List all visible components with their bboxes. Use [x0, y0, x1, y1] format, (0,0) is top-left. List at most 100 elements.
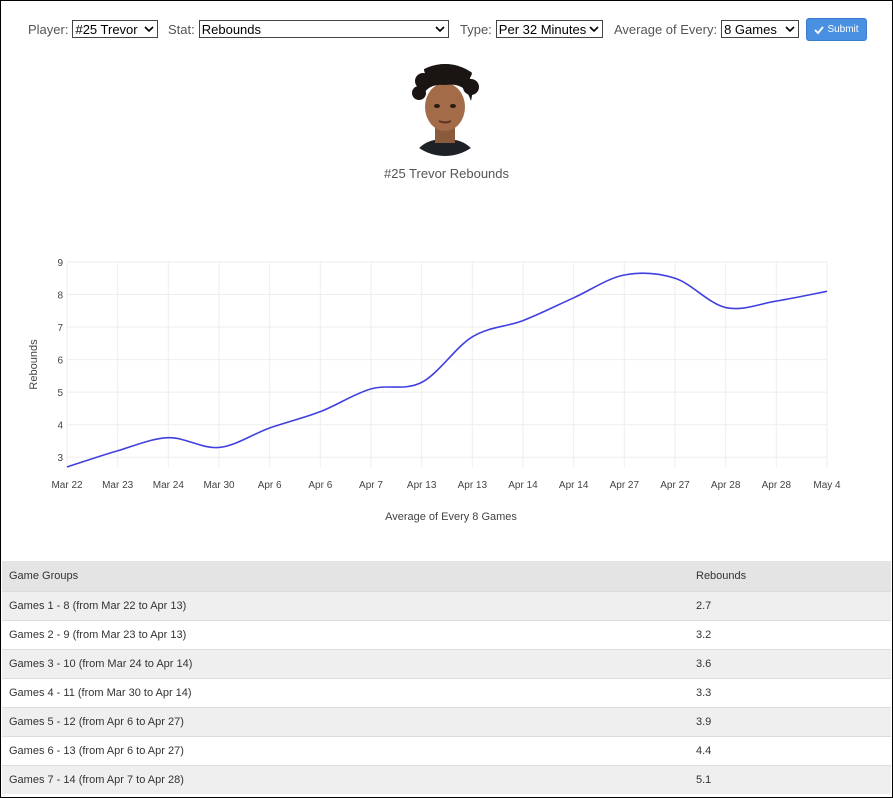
- y-tick-label: 3: [57, 453, 63, 464]
- data-point[interactable]: [826, 290, 829, 293]
- chevron-down-icon: [785, 26, 795, 33]
- game-groups-table: Game Groups Rebounds Games 1 - 8 (from M…: [2, 561, 891, 794]
- submit-label: Submit: [827, 24, 859, 35]
- chevron-down-icon: [435, 26, 445, 33]
- data-table-container: Game Groups Rebounds Games 1 - 8 (from M…: [2, 561, 891, 794]
- y-tick-label: 9: [57, 258, 63, 269]
- chart-container: 3 4 5 6 7 8 9 Mar 22 Mar 23 Mar 24 Mar 30 Apr 6 Apr…: [1, 241, 892, 541]
- data-point[interactable]: [522, 319, 525, 322]
- table-cell-group: Games 4 - 11 (from Mar 30 to Apr 14): [2, 677, 689, 707]
- stat-select-value: Rebounds: [201, 21, 262, 37]
- table-cell-group: Games 5 - 12 (from Apr 6 to Apr 27): [2, 706, 689, 736]
- type-select-value: Per 32 Minutes: [498, 21, 587, 37]
- x-tick-label: Apr 27: [610, 480, 640, 491]
- x-tick-label: Apr 13: [407, 480, 437, 491]
- player-select[interactable]: #25 Trevor: [72, 20, 159, 38]
- data-point[interactable]: [218, 446, 221, 449]
- stat-select[interactable]: Rebounds: [198, 20, 449, 38]
- table-cell-value: 3.9: [689, 706, 891, 736]
- data-point[interactable]: [66, 466, 69, 469]
- y-tick-label: 4: [57, 421, 63, 432]
- header-game-groups[interactable]: Game Groups: [2, 561, 689, 591]
- table-cell-group: Games 3 - 10 (from Mar 24 to Apr 14): [2, 648, 689, 678]
- x-tick-label: Apr 14: [559, 480, 589, 491]
- table-cell-value: 3.3: [689, 677, 891, 707]
- data-point[interactable]: [775, 300, 778, 303]
- x-tick-label: May 4: [813, 480, 841, 491]
- x-tick-label: Apr 28: [711, 480, 741, 491]
- table-row: Games 2 - 9 (from Mar 23 to Apr 13) 3.2: [2, 619, 891, 649]
- stat-control: Stat: Rebounds: [168, 18, 449, 40]
- type-select[interactable]: Per 32 Minutes: [495, 20, 603, 38]
- x-tick-label: Apr 6: [308, 480, 332, 491]
- data-point[interactable]: [420, 381, 423, 384]
- table-cell-group: Games 2 - 9 (from Mar 23 to Apr 13): [2, 619, 689, 649]
- data-point[interactable]: [572, 296, 575, 299]
- type-control: Type: Per 32 Minutes: [460, 18, 603, 40]
- table-row: Games 4 - 11 (from Mar 30 to Apr 14) 3.3: [2, 677, 891, 707]
- table-row: Games 3 - 10 (from Mar 24 to Apr 14) 3.6: [2, 648, 891, 678]
- data-point[interactable]: [370, 387, 373, 390]
- average-label: Average of Every:: [614, 21, 718, 37]
- chart-grid: [66, 261, 828, 467]
- data-point[interactable]: [167, 436, 170, 439]
- controls-bar: Player: #25 Trevor Stat: Rebounds Type: …: [1, 18, 892, 42]
- chevron-down-icon: [144, 26, 155, 33]
- table-cell-group: Games 6 - 13 (from Apr 6 to Apr 27): [2, 735, 689, 765]
- x-tick-label: Mar 23: [102, 480, 134, 491]
- table-cell-value: 5.1: [689, 764, 891, 794]
- data-point[interactable]: [268, 426, 271, 429]
- table-cell-value: 2.7: [689, 590, 891, 620]
- data-point[interactable]: [319, 410, 322, 413]
- series-line: [66, 272, 828, 468]
- x-axis-label: Average of Every 8 Games: [385, 511, 517, 523]
- table-row: Games 7 - 14 (from Apr 7 to Apr 28) 5.1: [2, 764, 891, 794]
- x-tick-label: Mar 30: [203, 480, 235, 491]
- header-rebounds[interactable]: Rebounds: [689, 561, 891, 591]
- x-axis-ticks: Mar 22 Mar 23 Mar 24 Mar 30 Apr 6 Apr 6 Apr 7 A…: [51, 480, 841, 491]
- data-point[interactable]: [674, 277, 677, 280]
- player-control: Player: #25 Trevor: [28, 18, 159, 40]
- submit-button[interactable]: Submit: [806, 18, 867, 41]
- x-tick-label: Apr 27: [660, 480, 690, 491]
- x-tick-label: Apr 6: [258, 480, 282, 491]
- data-point[interactable]: [116, 449, 119, 452]
- x-tick-label: Mar 24: [153, 480, 185, 491]
- table-row: Games 5 - 12 (from Apr 6 to Apr 27) 3.9: [2, 706, 891, 736]
- x-tick-label: Apr 14: [508, 480, 538, 491]
- line-chart: 3 4 5 6 7 8 9 Mar 22 Mar 23 Mar 24 Mar 30 Apr 6 Apr…: [28, 258, 841, 523]
- player-photo: [399, 59, 491, 163]
- data-point[interactable]: [623, 274, 626, 277]
- y-tick-label: 5: [57, 388, 63, 399]
- player-chart-title: #25 Trevor Rebounds: [383, 166, 510, 181]
- player-label: Player:: [28, 21, 69, 37]
- x-tick-label: Apr 7: [359, 480, 383, 491]
- table-cell-value: 3.6: [689, 648, 891, 678]
- player-select-value: #25 Trevor: [75, 21, 138, 37]
- data-point[interactable]: [724, 306, 727, 309]
- average-select[interactable]: 8 Games: [721, 20, 800, 38]
- average-control: Average of Every: 8 Games: [614, 18, 800, 40]
- y-tick-label: 7: [57, 323, 63, 334]
- x-tick-label: Apr 13: [458, 480, 488, 491]
- table-cell-value: 3.2: [689, 619, 891, 649]
- table-header-row: Game Groups Rebounds: [2, 561, 891, 591]
- table-cell-group: Games 7 - 14 (from Apr 7 to Apr 28): [2, 764, 689, 794]
- table-cell-group: Games 1 - 8 (from Mar 22 to Apr 13): [2, 590, 689, 620]
- table-cell-value: 4.4: [689, 735, 891, 765]
- table-row: Games 6 - 13 (from Apr 6 to Apr 27) 4.4: [2, 735, 891, 765]
- y-tick-label: 6: [57, 356, 63, 367]
- data-point[interactable]: [471, 335, 474, 338]
- type-label: Type:: [460, 21, 492, 37]
- x-tick-label: Mar 22: [51, 480, 83, 491]
- y-axis-ticks: 3 4 5 6 7 8 9: [57, 258, 63, 464]
- table-row: Games 1 - 8 (from Mar 22 to Apr 13) 2.7: [2, 590, 891, 620]
- average-select-value: 8 Games: [724, 21, 777, 37]
- stat-label: Stat:: [168, 21, 195, 37]
- chevron-down-icon: [589, 26, 599, 33]
- y-axis-label: Rebounds: [28, 339, 40, 390]
- y-tick-label: 8: [57, 291, 63, 302]
- checkmark-icon: [814, 25, 825, 34]
- x-tick-label: Apr 28: [762, 480, 792, 491]
